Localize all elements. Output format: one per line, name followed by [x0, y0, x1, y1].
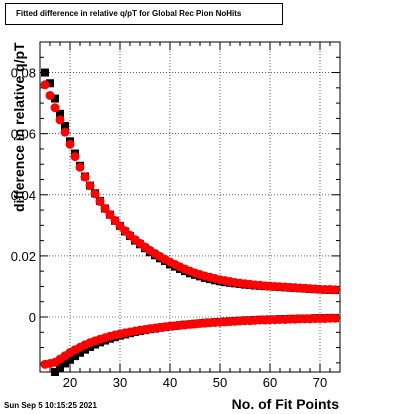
- x-tick-label: 20: [63, 375, 77, 390]
- y-tick-label: 0.02: [11, 249, 36, 264]
- data-point: [51, 368, 59, 376]
- data-point: [65, 139, 75, 149]
- x-tick-label: 50: [213, 375, 227, 390]
- y-tick-label: 0.06: [11, 127, 36, 142]
- data-point: [71, 352, 79, 361]
- data-point: [330, 313, 340, 323]
- y-tick-label: 0: [29, 310, 36, 325]
- data-point: [51, 94, 59, 103]
- x-tick-label: 60: [263, 375, 277, 390]
- data-point: [61, 359, 69, 368]
- data-point: [90, 189, 100, 199]
- data-point: [81, 345, 89, 354]
- chart-title: Fitted difference in relative q/pT for G…: [5, 3, 283, 25]
- data-point: [60, 127, 70, 137]
- data-point: [85, 181, 95, 191]
- data-point: [40, 80, 50, 90]
- data-point: [45, 90, 55, 100]
- data-point: [50, 103, 60, 113]
- data-point: [100, 204, 110, 214]
- x-axis-label: No. of Fit Points: [231, 396, 339, 412]
- data-point: [80, 172, 90, 182]
- data-point: [41, 68, 49, 77]
- data-point: [75, 162, 85, 172]
- data-point: [76, 348, 84, 357]
- x-tick-label: 30: [113, 375, 127, 390]
- data-point: [46, 79, 54, 88]
- y-tick-label: 0.08: [11, 66, 36, 81]
- x-tick-label: 40: [163, 375, 177, 390]
- data-point: [55, 115, 65, 125]
- data-point: [95, 197, 105, 206]
- data-point: [61, 122, 69, 131]
- datestamp: Sun Sep 5 10:15:25 2021: [4, 401, 97, 410]
- data-point: [66, 355, 74, 364]
- data-point: [70, 152, 80, 162]
- data-point: [56, 109, 64, 118]
- x-tick-label: 70: [313, 375, 327, 390]
- data-point: [330, 285, 340, 295]
- data-point: [56, 363, 64, 372]
- y-tick-label: 0.04: [11, 188, 36, 203]
- y-axis-label: difference in relative q/pT: [11, 42, 27, 212]
